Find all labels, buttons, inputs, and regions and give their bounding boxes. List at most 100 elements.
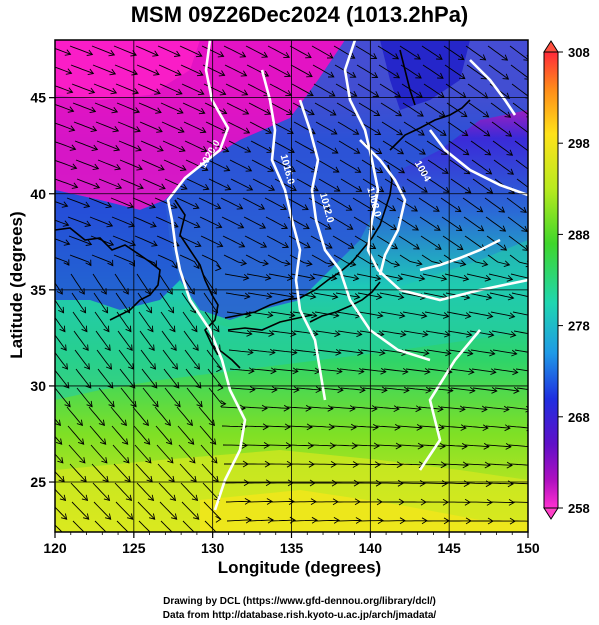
streamline-arrow — [108, 49, 116, 57]
streamline — [55, 201, 68, 207]
streamline-arrow — [328, 423, 335, 431]
streamline-arrow — [381, 386, 388, 394]
streamline — [267, 45, 290, 58]
streamline-arrow — [215, 222, 223, 229]
streamline-arrow — [55, 419, 61, 427]
streamline — [206, 140, 229, 152]
streamline — [356, 273, 381, 280]
streamline-arrow — [130, 400, 137, 408]
streamline — [249, 121, 272, 134]
streamline-arrow — [394, 423, 401, 431]
streamline-arrow — [131, 69, 139, 76]
streamline-arrow — [353, 293, 361, 300]
streamline — [177, 425, 195, 445]
streamline-arrow — [268, 330, 275, 337]
streamline — [55, 159, 77, 169]
streamline-arrow — [104, 513, 112, 520]
streamline-arrow — [244, 292, 251, 300]
streamline — [274, 178, 297, 191]
streamline — [55, 257, 70, 266]
streamline — [286, 406, 311, 410]
streamline-arrow — [416, 259, 423, 267]
figure-title: MSM 09Z26Dec2024 (1013.2hPa) — [130, 2, 469, 27]
streamline — [462, 406, 487, 410]
streamline-arrow — [506, 149, 514, 156]
streamline — [133, 216, 157, 227]
streamline — [354, 444, 380, 447]
streamline-arrow — [157, 145, 164, 152]
streamline — [399, 463, 425, 466]
streamline — [488, 64, 509, 80]
streamline — [450, 387, 475, 392]
streamline-arrow — [84, 532, 90, 538]
streamline-arrow — [63, 239, 71, 246]
streamline-arrow — [105, 201, 113, 209]
streamline-arrow — [261, 51, 269, 58]
streamline — [140, 140, 164, 152]
streamline — [398, 444, 424, 447]
streamline — [182, 520, 195, 532]
streamline-arrow — [530, 188, 536, 193]
streamline — [295, 368, 320, 372]
streamline-arrow — [377, 186, 385, 193]
streamline-arrow — [352, 128, 360, 135]
streamline — [443, 254, 466, 265]
streamline-arrow — [249, 386, 256, 393]
streamline-arrow — [505, 443, 512, 450]
streamline — [76, 387, 93, 407]
streamline-arrow — [512, 368, 519, 376]
streamline — [247, 292, 272, 298]
streamline — [337, 121, 359, 135]
streamline-arrow — [121, 438, 129, 445]
streamline-arrow — [129, 260, 136, 267]
streamline-arrow — [71, 182, 79, 189]
streamline — [246, 64, 269, 77]
streamline — [487, 45, 508, 61]
streamline-arrow — [197, 89, 205, 96]
streamline — [264, 406, 290, 409]
streamline-arrow — [192, 344, 199, 351]
streamline-arrow — [208, 419, 215, 427]
streamline — [509, 45, 528, 61]
streamline-arrow — [266, 292, 273, 300]
streamline-arrow — [151, 260, 157, 268]
streamline — [55, 453, 64, 464]
streamline-arrow — [417, 442, 424, 450]
streamline — [132, 406, 149, 426]
streamline-arrow — [217, 51, 225, 58]
streamline — [207, 159, 230, 171]
streamline — [492, 140, 513, 156]
streamline-arrow — [62, 532, 68, 538]
streamline-arrow — [61, 201, 69, 208]
streamline — [420, 444, 446, 447]
streamline-arrow — [437, 72, 444, 79]
streamline — [227, 330, 252, 335]
streamline-arrow — [348, 52, 356, 59]
streamline — [420, 235, 442, 250]
streamline-arrow — [333, 517, 340, 524]
streamline-arrow — [111, 107, 119, 114]
streamline-arrow — [65, 68, 73, 75]
streamline — [55, 387, 71, 407]
streamline-arrow — [327, 405, 334, 412]
streamline-arrow — [396, 461, 403, 468]
streamline-arrow — [194, 240, 202, 248]
streamline — [92, 273, 107, 295]
streamline-arrow — [107, 259, 114, 267]
streamline — [513, 121, 528, 134]
streamline — [335, 83, 357, 97]
streamline-arrow — [93, 182, 101, 190]
streamline — [73, 330, 89, 351]
streamline — [200, 444, 218, 464]
streamline — [137, 83, 161, 94]
streamline-arrow — [334, 185, 341, 192]
streamline-arrow — [308, 274, 316, 281]
streamline-arrow — [416, 91, 423, 98]
streamline-arrow — [374, 274, 382, 282]
streamline-arrow — [195, 51, 203, 58]
streamline-arrow — [350, 90, 358, 97]
streamline — [419, 425, 444, 429]
streamline — [228, 140, 251, 153]
streamline-arrow — [159, 183, 166, 190]
streamline-arrow — [437, 405, 444, 413]
